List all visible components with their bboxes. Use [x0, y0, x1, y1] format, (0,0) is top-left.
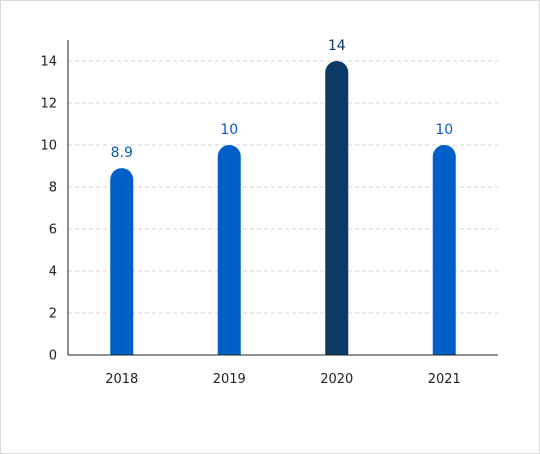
- y-tick-label: 10: [40, 139, 57, 154]
- data-label: 8.9: [111, 145, 133, 161]
- y-tick-label: 2: [49, 307, 57, 322]
- data-labels: 8.9 10 14 10: [111, 38, 454, 161]
- y-tick-label: 14: [40, 55, 57, 70]
- y-tick-label: 8: [49, 181, 57, 196]
- bars: [110, 61, 456, 355]
- x-tick-label: 2018: [105, 372, 138, 387]
- bar-2019: [217, 145, 241, 355]
- y-tick-label: 0: [49, 349, 57, 364]
- y-tick-label: 4: [49, 265, 57, 280]
- y-tick-label: 6: [49, 223, 57, 238]
- data-label: 10: [220, 122, 238, 138]
- x-tick-label: 2019: [213, 372, 246, 387]
- axes: [67, 40, 498, 356]
- gridlines: [68, 60, 498, 314]
- bar-2020: [325, 61, 349, 355]
- data-label: 14: [328, 38, 346, 54]
- x-tick-label: 2021: [428, 372, 461, 387]
- y-tick-label: 12: [40, 97, 57, 112]
- y-tick-labels: 0 2 4 6 8 10 12 14: [40, 55, 57, 364]
- data-label: 10: [435, 122, 453, 138]
- x-tick-labels: 2018 2019 2020 2021: [105, 372, 461, 387]
- bar-2018: [110, 168, 134, 355]
- bar-2021: [432, 145, 456, 355]
- x-tick-label: 2020: [320, 372, 353, 387]
